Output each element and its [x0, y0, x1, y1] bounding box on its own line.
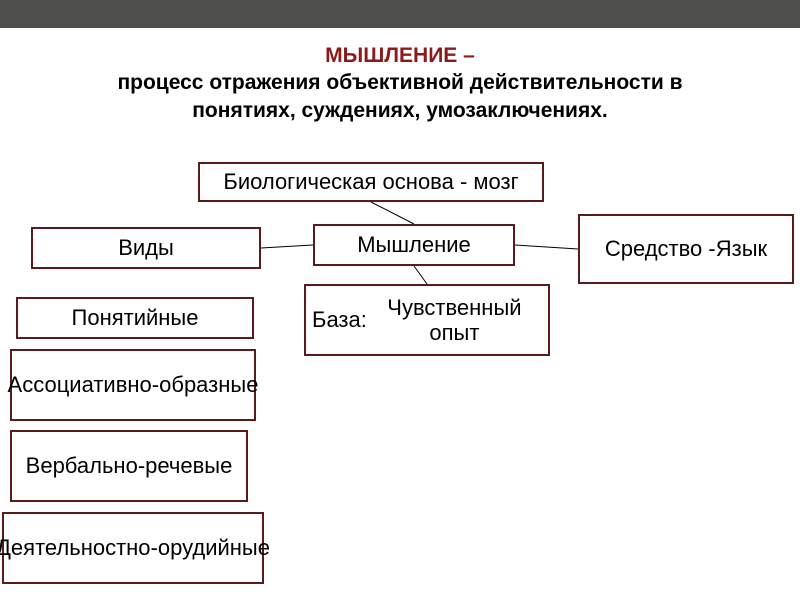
edge-myshlenie-bio — [371, 202, 414, 224]
edge-myshlenie-vidy — [261, 245, 313, 248]
edge-myshlenie-baza — [414, 266, 427, 284]
connector-lines — [0, 0, 800, 600]
edge-myshlenie-sredstvo — [515, 245, 578, 249]
